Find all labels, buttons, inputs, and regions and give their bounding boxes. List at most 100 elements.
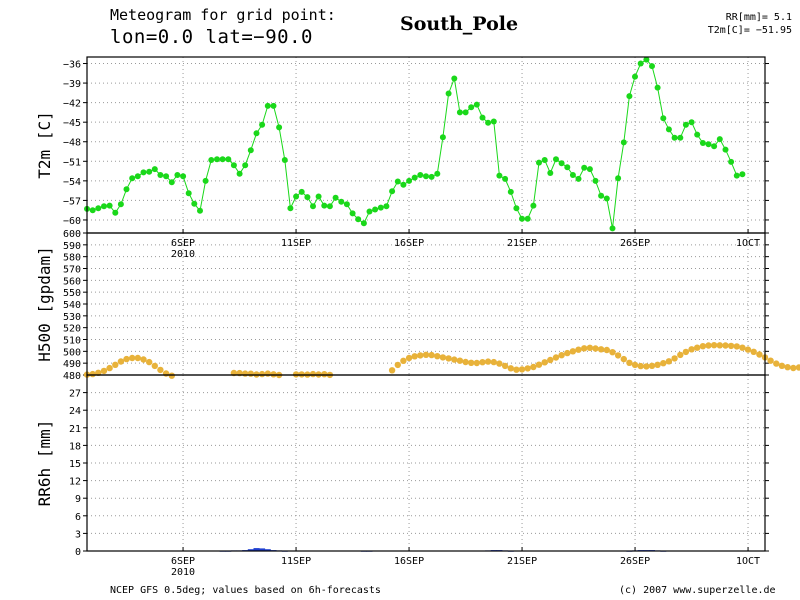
t2m-point xyxy=(157,172,164,178)
t2m-point xyxy=(101,203,107,210)
t2m-point xyxy=(569,172,576,178)
h500-point xyxy=(739,344,746,351)
y-tick-label: 27 xyxy=(69,389,81,400)
t2m-point xyxy=(490,118,497,125)
t2m-point xyxy=(598,192,605,199)
h500-point xyxy=(388,367,396,374)
h500-point xyxy=(134,354,141,362)
title-line-2: lon=0.0 lat=−90.0 xyxy=(110,26,313,48)
t2m-point xyxy=(400,181,407,188)
y-tick-label: −54 xyxy=(63,177,81,188)
t2m-point xyxy=(321,202,328,209)
t2m-point xyxy=(564,164,571,171)
x-tick-label: 21SEP xyxy=(507,556,537,567)
h500-point xyxy=(603,346,610,354)
h500-point xyxy=(445,355,452,362)
h500-point xyxy=(530,363,537,371)
t2m-point xyxy=(134,173,141,180)
h500-point xyxy=(490,358,497,366)
h500-point xyxy=(716,342,723,349)
y-tick-label: 540 xyxy=(63,300,81,311)
t2m-point xyxy=(117,201,124,208)
x-tick-label: 26SEP xyxy=(620,556,650,567)
t2m-point xyxy=(276,124,283,131)
axis-layer: −60 −57 −54 −51 −48 −45 −42 −39 −36 T2m [C] 480490… xyxy=(35,60,769,578)
t2m-point xyxy=(716,136,723,143)
t2m-point xyxy=(338,198,345,205)
h500-point xyxy=(581,345,588,352)
t2m-point xyxy=(236,170,243,177)
h500-point xyxy=(270,371,277,378)
t2m-point xyxy=(665,126,672,133)
x-tick-label: 16SEP xyxy=(394,556,424,567)
h500-point xyxy=(778,362,786,369)
y-tick-label: 510 xyxy=(63,336,81,347)
t2m-point xyxy=(230,162,237,169)
h500-point xyxy=(569,348,577,355)
h500-point xyxy=(434,353,441,360)
y-axis-label: T2m [C] xyxy=(35,111,54,178)
h500-point xyxy=(631,361,639,369)
t2m-point xyxy=(106,202,113,209)
t2m-point xyxy=(293,193,300,200)
t2m-point xyxy=(620,139,627,146)
h500-point xyxy=(744,346,752,353)
t2m-point xyxy=(298,188,305,195)
t2m-point xyxy=(417,172,424,178)
h500-point xyxy=(298,371,305,378)
panel-frame xyxy=(86,374,766,552)
h500-point xyxy=(258,370,266,378)
h500-point xyxy=(292,371,300,378)
y-tick-label: −42 xyxy=(63,99,81,110)
t2m-point xyxy=(462,109,469,116)
t2m-point xyxy=(191,200,198,207)
t2m-point xyxy=(654,84,661,91)
t2m-point xyxy=(575,175,582,182)
x-tick-label: 6SEP xyxy=(171,556,195,567)
t2m-point xyxy=(174,172,181,178)
h500-point xyxy=(468,359,475,366)
y-tick-label: −39 xyxy=(63,79,81,90)
t2m-point xyxy=(326,203,333,210)
h500-point xyxy=(123,355,130,363)
t2m-point xyxy=(185,190,192,197)
t2m-point xyxy=(553,156,559,163)
t2m-point xyxy=(513,205,520,212)
t2m-point xyxy=(270,102,277,109)
h500-point xyxy=(117,358,125,365)
title-line-1: Meteogram for grid point: xyxy=(110,6,336,24)
h500-point xyxy=(95,369,102,376)
y-tick-label: 480 xyxy=(63,371,81,382)
h500-point xyxy=(451,356,458,363)
t2m-point xyxy=(146,168,153,175)
t2m-point xyxy=(626,93,633,100)
t2m-point xyxy=(304,194,311,201)
h500-point xyxy=(710,342,718,349)
h500-point xyxy=(682,348,690,356)
t2m-point xyxy=(728,158,735,165)
t2m-point xyxy=(129,175,136,182)
h500-point xyxy=(422,351,430,358)
y-tick-label: −45 xyxy=(63,118,81,129)
h500-point xyxy=(564,349,571,357)
y-tick-label: −60 xyxy=(63,216,81,227)
h500-point xyxy=(688,346,695,353)
t2m-point xyxy=(411,174,418,181)
h500-point xyxy=(242,370,249,377)
y-tick-label: 530 xyxy=(63,312,81,323)
t2m-point xyxy=(722,146,729,153)
t2m-point xyxy=(739,171,746,178)
station-name: South_Pole xyxy=(400,13,519,35)
t2m-point xyxy=(524,215,531,222)
footer-source: NCEP GFS 0.5deg; values based on 6h-fore… xyxy=(110,585,381,596)
t2m-point xyxy=(315,193,322,200)
h500-point xyxy=(507,365,514,372)
y-tick-label: 3 xyxy=(75,529,81,540)
h500-point xyxy=(614,352,622,359)
y-tick-label: 9 xyxy=(75,494,81,505)
h500-point xyxy=(756,351,763,358)
y-tick-label: −48 xyxy=(63,138,81,149)
t2m-point xyxy=(451,75,458,82)
rr6h-bar xyxy=(253,548,260,551)
